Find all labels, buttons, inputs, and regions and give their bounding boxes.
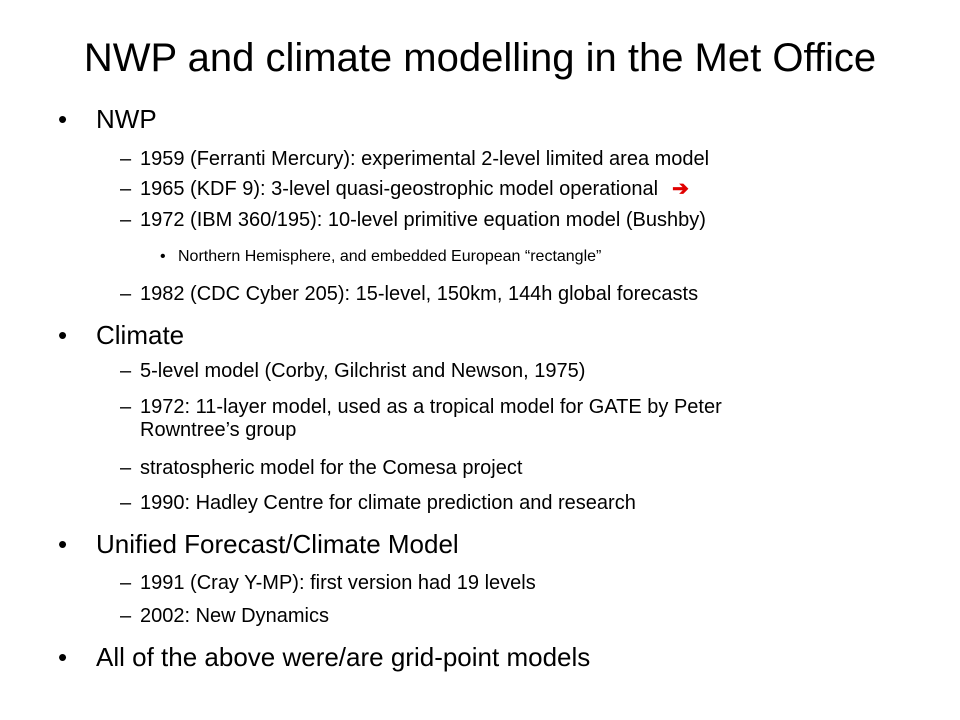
list-item-text: 5-level model (Corby, Gilchrist and News… [140, 360, 586, 382]
list-item-text: 1972 (IBM 360/195): 10-level primitive e… [140, 209, 706, 231]
list-item-text: 1959 (Ferranti Mercury): experimental 2-… [140, 148, 710, 170]
dash: – [120, 396, 132, 418]
list-item-text: 1982 (CDC Cyber 205): 15-level, 150km, 1… [140, 283, 699, 305]
bullet-dot: • [58, 104, 68, 134]
list-item-text: 1972: 11-layer model, used as a tropical… [140, 396, 722, 441]
dash: – [120, 178, 132, 200]
dash: – [120, 209, 132, 231]
bullet-dot: • [58, 529, 68, 559]
dash: – [120, 148, 132, 170]
list-item-text: stratospheric model for the Comesa proje… [140, 457, 523, 479]
dash: – [120, 572, 132, 594]
bullet-label: Climate [96, 320, 185, 350]
bullet-label: Unified Forecast/Climate Model [96, 529, 459, 559]
bullet-dot: • [58, 320, 68, 350]
bullet-label: All of the above were/are grid-point mod… [96, 642, 591, 672]
sub-list-item-text: Northern Hemisphere, and embedded Europe… [178, 248, 602, 265]
list-item-text: 1965 (KDF 9): 3-level quasi-geostrophic … [140, 178, 659, 200]
dash: – [120, 457, 132, 479]
dash: – [120, 605, 132, 627]
list-item-text: 1990: Hadley Centre for climate predicti… [140, 492, 636, 514]
dash: – [120, 360, 132, 382]
arrow-right-icon: ➔ [672, 178, 689, 200]
dash: – [120, 283, 132, 305]
list-item-text: 1991 (Cray Y-MP): first version had 19 l… [140, 572, 536, 594]
bullet-label: NWP [96, 104, 157, 134]
bullet-dot: • [160, 248, 166, 265]
bullet-dot: • [58, 642, 68, 672]
dash: – [120, 492, 132, 514]
list-item-text: 2002: New Dynamics [140, 605, 329, 627]
slide-title: NWP and climate modelling in the Met Off… [83, 36, 877, 80]
